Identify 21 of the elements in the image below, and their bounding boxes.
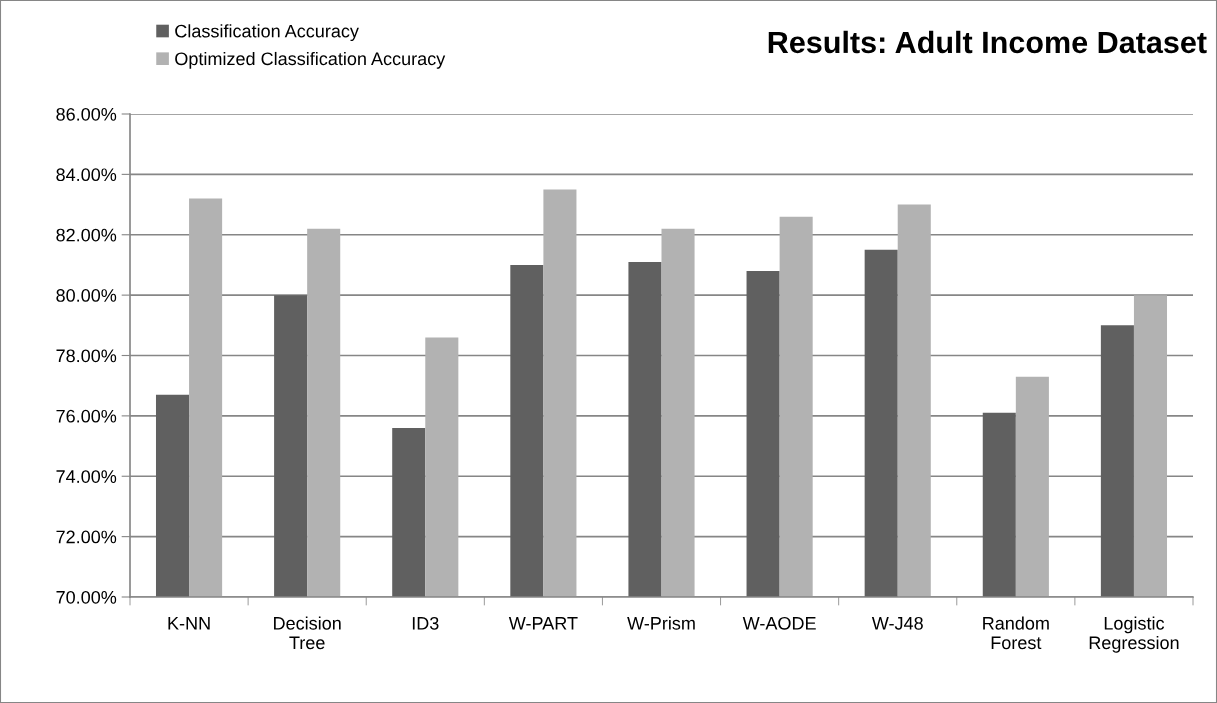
x-tick-label: W-Prism xyxy=(627,616,695,630)
y-tick-label: 70.00% xyxy=(56,590,117,604)
legend-label: Classification Accuracy xyxy=(175,24,359,42)
y-tick-label: 84.00% xyxy=(56,168,117,182)
y-tick-label: 82.00% xyxy=(56,228,117,242)
legend-label: Optimized Classification Accuracy xyxy=(175,51,446,69)
x-tick-label: W-PART xyxy=(508,617,578,630)
y-tick-label: 76.00% xyxy=(56,409,117,423)
y-tick-label: 78.00% xyxy=(56,349,117,363)
y-tick-label: 80.00% xyxy=(56,289,117,302)
x-tick-label: Decision Tree xyxy=(274,616,341,650)
y-tick-label: 86.00% xyxy=(56,107,117,121)
x-tick-label: ID3 xyxy=(412,616,439,630)
x-tick-label: W-J48 xyxy=(871,616,923,630)
chart-title: Results: Adult Income Dataset xyxy=(768,30,1207,54)
y-tick-label: 72.00% xyxy=(56,530,117,544)
y-tick-label: 74.00% xyxy=(56,470,117,483)
x-tick-label: Random Forest xyxy=(983,616,1049,650)
x-tick-label: W-AODE xyxy=(742,616,816,630)
x-tick-label: K-NN xyxy=(168,617,210,630)
x-tick-label: Logistic Regression xyxy=(1089,616,1179,653)
